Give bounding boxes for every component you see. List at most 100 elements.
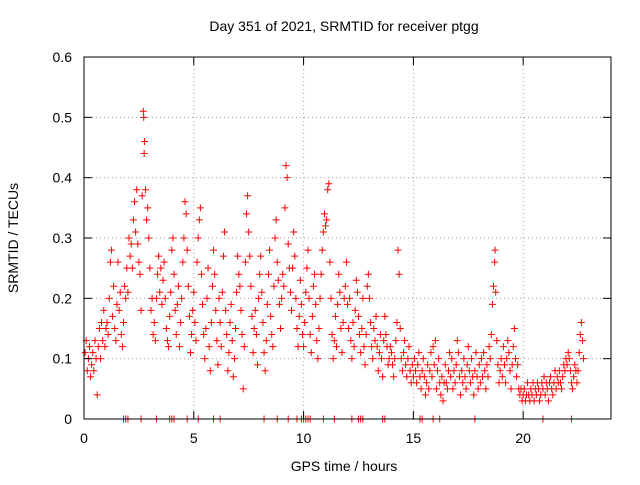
data-point [409,373,417,381]
data-point [425,385,433,393]
data-point [325,180,333,188]
data-point [556,379,564,387]
data-point [569,385,577,393]
data-point [202,325,210,332]
data-point [112,337,120,345]
data-point [141,186,149,194]
data-point [286,288,294,296]
data-point [509,343,517,351]
data-point [264,270,272,278]
data-point [262,337,270,345]
data-point [206,367,214,375]
data-point [575,349,583,357]
data-point [192,337,200,345]
data-point [182,210,190,218]
data-point [316,294,324,302]
data-point [413,379,421,387]
data-point [370,325,378,332]
data-point [390,373,398,381]
data-point [571,361,579,369]
data-point [381,312,389,320]
data-point [288,306,296,314]
data-point [263,300,271,308]
data-point [216,318,224,326]
y-tick-label: 0.6 [53,49,73,65]
data-point [162,325,170,332]
data-point [210,246,218,254]
data-point [185,312,193,320]
data-point [513,373,521,381]
data-point [392,337,400,345]
data-point [255,294,263,302]
data-point [311,270,319,278]
data-point [307,349,315,357]
data-point [484,373,492,381]
data-point [141,137,149,145]
data-point [259,318,267,326]
data-point [576,331,584,339]
data-point [296,276,304,284]
data-point [358,325,366,332]
data-point [160,258,168,266]
data-point [399,349,407,357]
data-point [280,282,288,290]
data-point [474,385,482,393]
data-point [233,288,241,296]
data-point [174,282,182,290]
data-point [327,294,335,302]
data-point [88,361,96,369]
data-point [431,337,439,345]
data-point [363,282,371,290]
data-point [471,367,479,375]
data-point [432,385,440,393]
data-point [397,355,405,363]
data-point [291,252,299,260]
data-point [417,385,425,393]
data-point [324,186,332,194]
data-point [247,282,255,290]
data-point [122,294,130,302]
data-point [401,337,409,345]
grid [84,57,611,419]
y-tick-label: 0 [64,411,72,427]
data-point [228,337,236,345]
data-point [125,234,133,242]
data-point [213,337,221,345]
data-point [488,300,496,308]
data-point [208,282,216,290]
data-point [317,270,325,278]
data-point [391,355,399,363]
data-point [501,361,509,369]
data-point [284,240,292,248]
data-point [369,355,377,363]
data-point [155,252,163,260]
data-point [244,192,252,200]
data-point [577,318,585,326]
data-point [468,355,476,363]
data-point [318,246,326,254]
data-point [398,367,406,375]
data-point [450,367,458,375]
data-point [289,264,297,272]
data-point [109,312,117,320]
data-point [186,349,194,357]
x-tick-label: 5 [190,430,198,446]
data-point [319,228,327,236]
data-point [357,349,365,357]
data-point [270,282,278,290]
data-point [172,331,180,339]
data-point [477,355,485,363]
data-point [219,252,227,260]
data-point [414,361,422,369]
data-point [222,306,230,314]
data-point [351,306,359,314]
data-point [315,325,323,332]
data-point [282,162,290,170]
data-point [337,325,345,332]
data-point [145,234,153,242]
data-point [197,270,205,278]
data-point [320,210,328,218]
data-point [207,318,215,326]
data-point [161,294,169,302]
data-point [188,331,196,339]
